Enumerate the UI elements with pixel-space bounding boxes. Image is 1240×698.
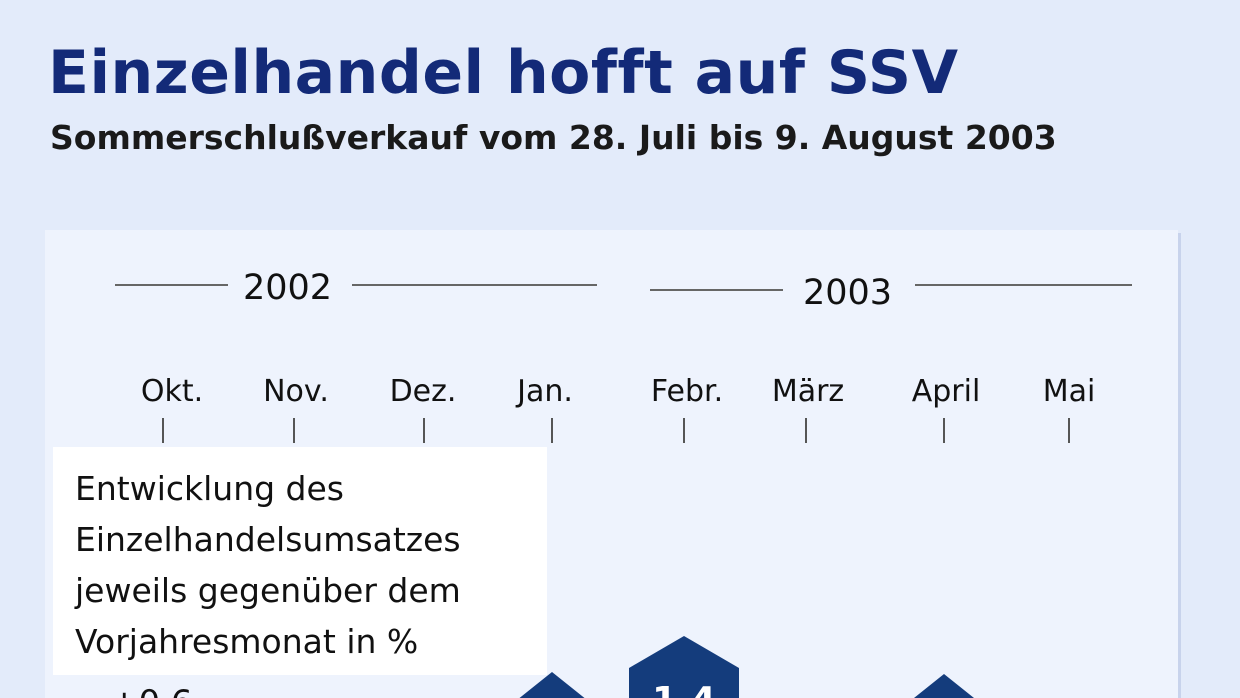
- month-label-okt: Okt.: [140, 374, 204, 409]
- month-tick-dez: [423, 418, 425, 443]
- month-tick-april: [943, 418, 945, 443]
- value-label-okt: +0,6: [110, 683, 193, 698]
- month-tick-maerz: [805, 418, 807, 443]
- page-title: Einzelhandel hofft auf SSV: [48, 38, 959, 108]
- year-2003-rule-right: [915, 284, 1132, 286]
- month-label-mai: Mai: [1042, 374, 1096, 409]
- month-tick-nov: [293, 418, 295, 443]
- month-tick-mai: [1068, 418, 1070, 443]
- chart-description-text: Entwicklung des Einzelhandelsumsatzes je…: [75, 469, 461, 661]
- month-label-maerz: März: [771, 374, 845, 409]
- month-label-dez: Dez.: [389, 374, 457, 409]
- month-label-febr: Febr.: [650, 374, 724, 409]
- year-label-2003: 2003: [803, 273, 893, 313]
- bar-value-label: 1,4: [652, 680, 716, 698]
- year-2002-rule-right: [352, 284, 597, 286]
- bar-marker-jan: [519, 672, 585, 698]
- month-tick-okt: [162, 418, 164, 443]
- page-subtitle: Sommerschlußverkauf vom 28. Juli bis 9. …: [50, 118, 1057, 157]
- chart-description-box: Entwicklung des Einzelhandelsumsatzes je…: [53, 447, 547, 675]
- year-2003-rule-left: [650, 289, 783, 291]
- month-label-nov: Nov.: [263, 374, 329, 409]
- month-label-jan: Jan.: [517, 374, 573, 409]
- month-tick-febr: [683, 418, 685, 443]
- year-2002-rule-left: [115, 284, 228, 286]
- month-tick-jan: [551, 418, 553, 443]
- bar-marker-febr: [629, 636, 739, 698]
- year-label-2002: 2002: [243, 268, 333, 308]
- month-label-april: April: [911, 374, 981, 409]
- bar-marker-april: [914, 674, 974, 698]
